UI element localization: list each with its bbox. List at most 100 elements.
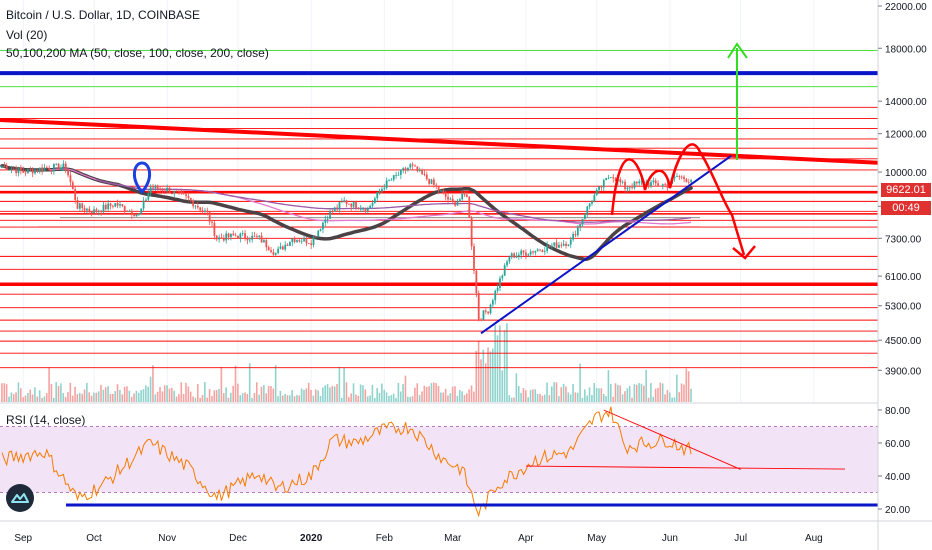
tradingview-logo-icon[interactable]: [6, 484, 34, 512]
volume-bar: [43, 396, 46, 402]
candle: [211, 219, 213, 227]
rsi-support-line: [525, 465, 846, 470]
volume-bar: [317, 390, 319, 402]
candle: [76, 196, 79, 210]
candle-body: [192, 200, 195, 207]
candle: [107, 200, 110, 212]
volume-bar: [135, 390, 138, 402]
volume-bar: [55, 382, 57, 402]
candle-body: [189, 197, 192, 201]
candle-body: [307, 243, 310, 244]
candle-body: [130, 210, 133, 215]
candle-body: [305, 237, 308, 244]
candle: [8, 169, 10, 171]
candle-body: [402, 168, 405, 170]
volume-bar: [159, 386, 161, 402]
candle-body: [140, 208, 143, 214]
candle-body: [322, 222, 324, 230]
candle: [499, 275, 501, 292]
candle-body: [135, 214, 138, 217]
volume-bar: [53, 397, 55, 402]
candle-body: [340, 201, 343, 203]
candle-body: [359, 208, 362, 210]
candle: [628, 186, 631, 192]
volume-bar: [213, 390, 216, 402]
candle: [116, 199, 119, 209]
volume-bar: [609, 383, 612, 402]
candle: [284, 241, 287, 252]
volume-bar: [357, 395, 360, 402]
volume-bar: [475, 350, 478, 402]
candle-body: [22, 170, 25, 173]
candle: [246, 235, 249, 245]
x-tick-label: Aug: [805, 533, 823, 544]
drawings: [0, 42, 879, 335]
volume-bar: [584, 389, 586, 402]
candle: [687, 178, 690, 185]
candle-body: [437, 186, 440, 191]
volume-bar: [204, 382, 206, 402]
volume-bar: [687, 371, 690, 402]
volume-bar: [196, 384, 199, 402]
candle-body: [640, 181, 643, 183]
candle: [378, 188, 381, 195]
volume-bar: [619, 385, 622, 402]
candle-body: [310, 243, 313, 245]
volume-bar: [673, 397, 676, 402]
candle: [171, 192, 173, 195]
candle: [576, 224, 579, 237]
volume-bar: [513, 397, 515, 402]
candle: [539, 248, 541, 252]
candle-body: [317, 230, 320, 237]
volume-bar: [123, 386, 126, 402]
volume-bar: [298, 395, 301, 402]
volume-bar: [41, 397, 43, 402]
volume-bar: [588, 387, 591, 402]
candle-body: [24, 172, 27, 174]
candle-body: [298, 240, 301, 242]
volume-bar: [409, 396, 411, 402]
volume-bar: [468, 389, 470, 402]
volume-bar: [397, 382, 400, 402]
volume-bar: [466, 393, 468, 402]
volume-bar: [8, 396, 10, 402]
candle-body: [69, 175, 72, 183]
candle: [428, 178, 431, 186]
volume-bar: [605, 396, 607, 402]
y-tick-label: 4500.00: [885, 336, 922, 347]
volume-bar: [27, 393, 29, 402]
candle-body: [506, 261, 508, 266]
candle-body: [595, 189, 598, 195]
volume-bar: [685, 368, 688, 402]
candle-body: [579, 224, 582, 227]
volume-bar: [168, 388, 171, 402]
volume-bar: [536, 394, 539, 402]
candle-body: [234, 235, 237, 237]
candle-body: [584, 215, 586, 219]
volume-bar: [119, 390, 121, 402]
candle: [154, 184, 157, 191]
volume-bar: [494, 324, 496, 402]
candle-body: [602, 180, 605, 188]
candle: [491, 298, 494, 308]
candle: [270, 246, 272, 254]
volume-bar: [376, 388, 378, 402]
candle: [173, 190, 176, 198]
candle-body: [683, 176, 685, 180]
candle: [607, 174, 610, 180]
volume-bar: [260, 386, 263, 402]
candle-body: [397, 174, 400, 176]
candle: [362, 206, 364, 212]
candle: [423, 170, 426, 177]
candle-body: [277, 248, 280, 253]
candle: [560, 242, 563, 249]
candle-body: [142, 200, 145, 209]
candle: [416, 166, 419, 173]
candle: [234, 232, 237, 237]
volume-bar: [137, 392, 140, 402]
candle-body: [137, 213, 140, 215]
volume-bar: [668, 392, 671, 402]
candle: [267, 245, 270, 251]
volume-bar: [336, 384, 338, 402]
